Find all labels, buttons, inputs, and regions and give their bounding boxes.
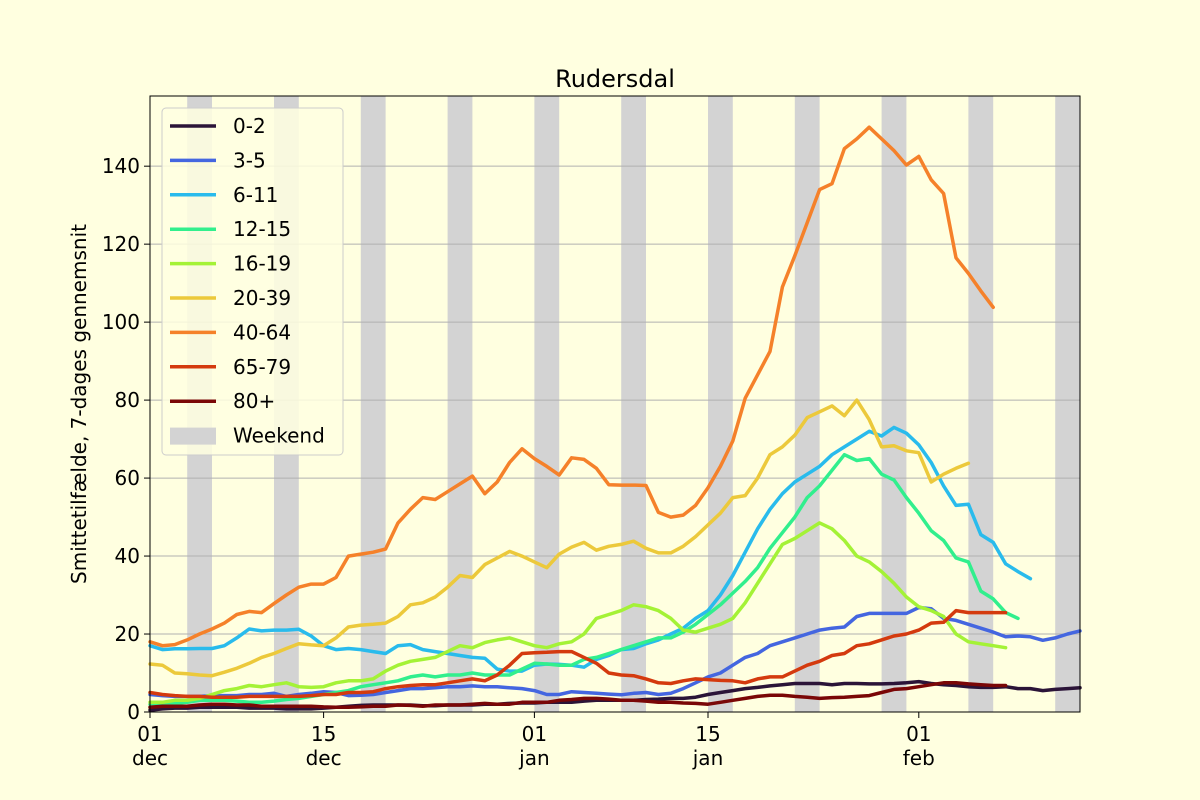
legend-label: 12-15 <box>233 217 291 241</box>
y-tick-label: 100 <box>102 310 140 334</box>
y-axis-ticks: 0 20 40 60 80 100 120 140 <box>102 154 150 724</box>
series-line-16-19 <box>148 521 1008 705</box>
series-line-65-79 <box>148 608 1008 699</box>
x-tick-day-label: 01 <box>906 722 931 746</box>
series-line-80+ <box>148 681 1008 710</box>
legend-swatch-weekend <box>170 427 216 445</box>
legend-label: 0-2 <box>233 114 266 138</box>
series-lines <box>148 125 1082 712</box>
x-tick-month-label: jan <box>518 746 550 770</box>
x-tick-day-label: 01 <box>522 722 547 746</box>
x-tick-month-label: feb <box>903 746 935 770</box>
legend-label: 6-11 <box>233 183 278 207</box>
y-tick-label: 0 <box>127 700 140 724</box>
weekend-band <box>968 96 994 712</box>
weekend-band <box>360 96 386 712</box>
y-tick-label: 120 <box>102 232 140 256</box>
x-tick-day-label: 15 <box>311 722 336 746</box>
weekend-band <box>881 96 907 712</box>
chart-title: Rudersdal <box>555 65 675 93</box>
legend-label: 3-5 <box>233 148 266 172</box>
weekend-band <box>534 96 560 712</box>
legend: 0-2 3-5 6-11 12-15 16-19 20-39 40-64 65-79 80+ We… <box>161 107 344 456</box>
series-line-12-15 <box>148 452 1020 706</box>
x-tick-month-label: jan <box>692 746 724 770</box>
weekend-band <box>621 96 646 712</box>
legend-label: 20-39 <box>233 286 291 310</box>
series-line-6-11 <box>148 425 1033 673</box>
y-tick-label: 140 <box>102 154 140 178</box>
legend-label: 40-64 <box>233 320 291 344</box>
legend-label-weekend: Weekend <box>233 424 325 448</box>
weekend-band <box>794 96 820 712</box>
y-axis-label: Smittetilfælde, 7-dages gennemsnit <box>67 224 91 584</box>
x-tick-month-label: dec <box>132 746 168 770</box>
y-tick-label: 40 <box>115 544 140 568</box>
legend-label: 16-19 <box>233 252 291 276</box>
x-tick-day-label: 01 <box>137 722 162 746</box>
x-tick-day-label: 15 <box>695 722 720 746</box>
y-tick-label: 60 <box>115 466 140 490</box>
y-tick-label: 80 <box>115 388 140 412</box>
y-tick-label: 20 <box>115 622 140 646</box>
weekend-band <box>1055 96 1080 712</box>
series-line-40-64 <box>148 125 995 648</box>
weekend-band <box>447 96 473 712</box>
x-tick-month-label: dec <box>306 746 342 770</box>
legend-label: 80+ <box>233 389 275 413</box>
legend-label: 65-79 <box>233 355 291 379</box>
series-line-20-39 <box>148 398 971 678</box>
plot-frame <box>149 95 1081 713</box>
